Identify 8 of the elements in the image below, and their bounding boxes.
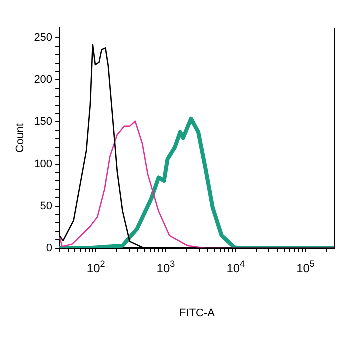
y-tick-label: 150	[34, 116, 53, 128]
y-tick-label: 50	[40, 200, 53, 212]
y-tick-label: 0	[46, 242, 53, 254]
y-tick-label: 200	[34, 74, 53, 86]
x-axis-title: FITC-A	[180, 307, 216, 320]
y-axis-title: Count	[14, 124, 27, 153]
y-tick-label: 250	[34, 32, 53, 44]
y-tick-label: 100	[34, 158, 53, 170]
